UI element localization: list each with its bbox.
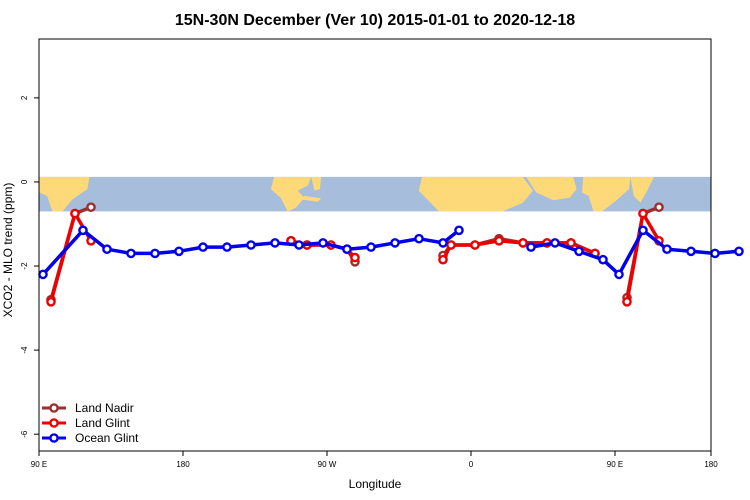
legend-swatch-point [49, 433, 59, 443]
data-point [470, 240, 480, 250]
data-point [734, 246, 744, 257]
x-tick-label: 0 [469, 460, 474, 469]
legend-item: Ocean Glint [42, 431, 139, 445]
data-point [710, 248, 720, 259]
legend-swatch-point [49, 418, 59, 428]
data-point [126, 248, 136, 259]
data-point [46, 296, 56, 307]
series-ocean-glint [38, 225, 744, 280]
y-tick-label: 0 [20, 179, 29, 184]
legend-item: Land Nadir [42, 401, 134, 415]
data-point [198, 242, 208, 252]
x-tick-label: 180 [176, 460, 190, 469]
data-point [366, 242, 376, 252]
x-tick-label: 90 E [31, 460, 47, 469]
data-point [446, 240, 456, 250]
y-tick-label: -6 [20, 430, 29, 438]
data-point [414, 233, 424, 244]
data-point [174, 246, 184, 257]
data-point [438, 254, 448, 265]
legend-item: Land Glint [42, 416, 130, 430]
world-map-band [39, 176, 711, 212]
data-point [622, 296, 632, 307]
data-point [38, 269, 48, 280]
data-point [662, 244, 672, 254]
data-point [566, 238, 576, 248]
chart-title: 15N-30N December (Ver 10) 2015-01-01 to … [175, 12, 575, 29]
axis-ticks: 90 E 180 90 W 0 90 E 180 2 0 -2 -4 -6 [20, 95, 718, 469]
legend-label: Ocean Glint [75, 431, 139, 445]
x-tick-label: 90 W [318, 460, 337, 469]
series-line [530, 228, 740, 277]
data-point [318, 238, 328, 248]
data-point [686, 246, 696, 257]
data-point [614, 269, 624, 280]
land-florida [311, 176, 322, 191]
data-point [270, 238, 280, 248]
y-tick-label: -4 [20, 346, 29, 354]
data-point [222, 242, 232, 252]
data-point [438, 238, 448, 248]
data-point [654, 202, 664, 212]
x-axis-label: Longitude [349, 477, 402, 491]
data-point [70, 208, 80, 219]
plot-frame [38, 38, 712, 452]
land-india-east [582, 176, 631, 212]
y-tick-label: 2 [20, 95, 29, 100]
data-point [342, 244, 352, 254]
land-africa [418, 176, 533, 212]
data-point [494, 235, 504, 246]
legend-label: Land Nadir [75, 401, 134, 415]
data-point [294, 240, 304, 250]
data-point [518, 238, 528, 248]
legend-label: Land Glint [75, 416, 130, 430]
land-arabia [526, 176, 577, 201]
data-point [574, 246, 584, 257]
y-tick-label: -2 [20, 262, 29, 270]
series-land-glint [46, 208, 664, 307]
data-point [526, 242, 536, 252]
land-mexico [270, 176, 312, 212]
land-cuba [302, 195, 322, 202]
data-point [86, 202, 96, 212]
data-point [638, 225, 648, 236]
series-layer [38, 202, 744, 307]
data-point [638, 208, 648, 219]
data-point [350, 252, 360, 263]
x-tick-label: 90 E [607, 460, 623, 469]
data-point [390, 238, 400, 248]
data-point [102, 244, 112, 254]
x-tick-label: 180 [704, 460, 718, 469]
y-axis-label: XCO2 - MLO trend (ppm) [1, 183, 15, 318]
data-point [78, 225, 88, 236]
data-point [454, 225, 464, 236]
land-seasia [630, 176, 654, 203]
data-point [550, 238, 560, 248]
land-india [39, 176, 90, 212]
legend-swatch-point [49, 403, 59, 413]
data-point [150, 248, 160, 259]
data-point [598, 254, 608, 265]
data-point [246, 240, 256, 250]
